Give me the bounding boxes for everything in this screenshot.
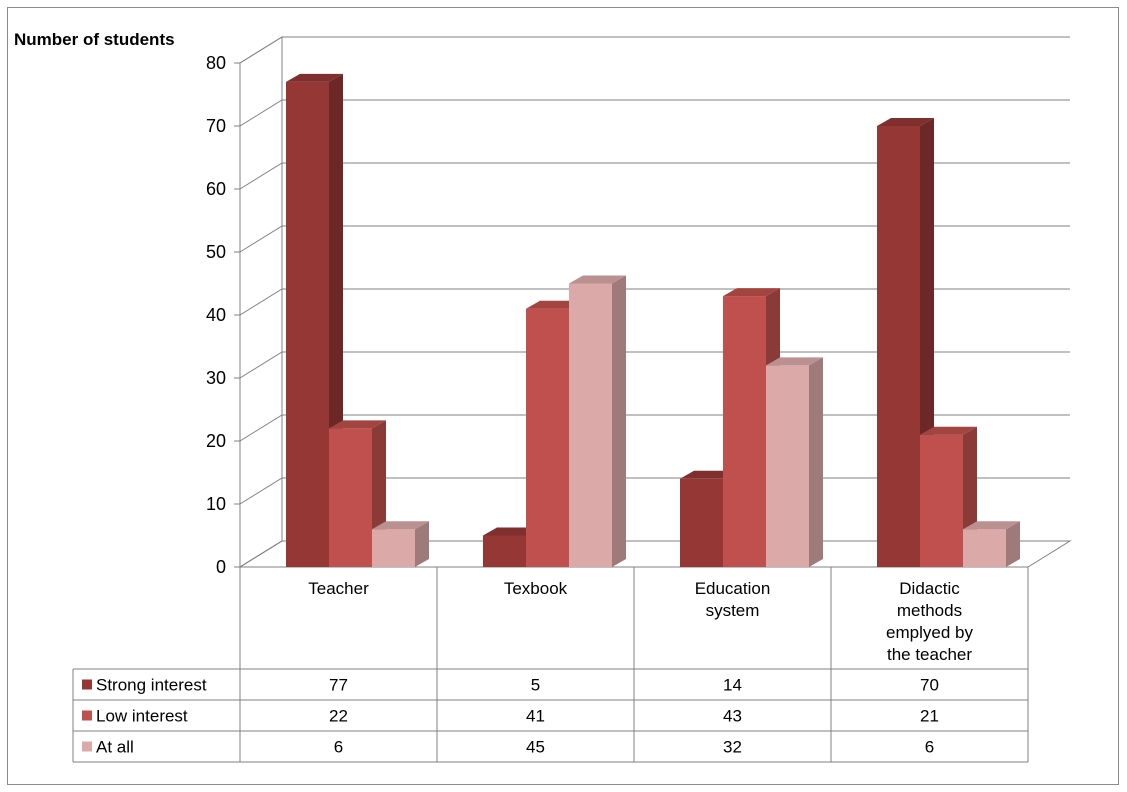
bar-at-all-education-system xyxy=(766,357,823,567)
category-label: the teacher xyxy=(887,645,972,664)
data-label-low-interest: 41 xyxy=(526,707,545,726)
bar-strong-interest-texbook-front xyxy=(483,535,526,567)
category-label: Education xyxy=(695,579,771,598)
y-tick-label: 40 xyxy=(206,305,226,325)
bar-at-all-education-system-top xyxy=(766,357,823,366)
legend-label-strong-interest: Strong interest xyxy=(96,676,207,695)
y-tick-label: 60 xyxy=(206,179,226,199)
y-tick-label: 10 xyxy=(206,494,226,514)
data-table: Teacher Texbook Education system Didactic met… xyxy=(72,567,1029,763)
bar-at-all-didactic-methods-emplyed-by-the-teacher-front xyxy=(963,529,1006,567)
bar-at-all-texbook-front xyxy=(569,283,612,567)
y-tick-label: 0 xyxy=(216,557,226,577)
gridline xyxy=(239,99,1070,127)
bar-strong-interest-didactic-methods-emplyed-by-the-teacher-front xyxy=(877,126,920,567)
data-label-strong-interest: 5 xyxy=(531,676,540,695)
y-axis: 0 10 20 30 40 50 60 70 80 xyxy=(206,53,241,577)
legend-key-low-interest xyxy=(82,710,92,721)
data-label-at-all: 32 xyxy=(723,738,742,757)
data-label-strong-interest: 70 xyxy=(920,676,939,695)
bar-low-interest-teacher-top xyxy=(329,420,386,429)
category-label: Teacher xyxy=(308,579,369,598)
legend-label-low-interest: Low interest xyxy=(96,707,188,726)
bar-low-interest-education-system-top xyxy=(723,288,780,297)
gridline xyxy=(239,351,1070,379)
y-tick-label: 30 xyxy=(206,368,226,388)
data-label-strong-interest: 14 xyxy=(723,676,742,695)
bar-at-all-didactic-methods-emplyed-by-the-teacher xyxy=(963,521,1020,567)
legend-key-strong-interest xyxy=(82,679,92,690)
data-label-at-all: 6 xyxy=(925,738,934,757)
category-label: methods xyxy=(897,601,962,620)
gridline xyxy=(239,162,1070,190)
bar-at-all-didactic-methods-emplyed-by-the-teacher-side xyxy=(1006,521,1020,567)
bar-at-all-education-system-front xyxy=(766,365,809,567)
gridline xyxy=(239,288,1070,316)
bar-low-interest-didactic-methods-emplyed-by-the-teacher-top xyxy=(920,426,977,435)
gridline xyxy=(239,225,1070,253)
bar-at-all-teacher-top xyxy=(372,521,429,530)
legend-key-at-all xyxy=(82,741,92,752)
data-label-low-interest: 43 xyxy=(723,707,742,726)
bar-at-all-didactic-methods-emplyed-by-the-teacher-top xyxy=(963,521,1020,530)
bar-low-interest-texbook-front xyxy=(526,308,569,567)
bar-strong-interest-didactic-methods-emplyed-by-the-teacher-top xyxy=(877,118,934,126)
chart-frame xyxy=(7,7,1119,785)
y-tick-label: 50 xyxy=(206,242,226,262)
bar-low-interest-didactic-methods-emplyed-by-the-teacher-front xyxy=(920,434,963,567)
bar-strong-interest-texbook-top xyxy=(483,527,540,536)
category-label: system xyxy=(706,601,760,620)
bar-at-all-texbook xyxy=(569,275,626,567)
bars xyxy=(286,73,1020,568)
bar-low-interest-texbook-top xyxy=(526,300,583,309)
bar-strong-interest-teacher-top xyxy=(286,73,343,82)
data-label-at-all: 6 xyxy=(334,738,343,757)
gridline xyxy=(239,36,1070,64)
legend-label-at-all: At all xyxy=(96,738,134,757)
y-axis-title: Number of students xyxy=(14,30,175,49)
data-label-low-interest: 22 xyxy=(329,707,348,726)
bar-at-all-education-system-side xyxy=(809,357,823,567)
bar-at-all-teacher xyxy=(372,521,429,567)
bar-low-interest-teacher-front xyxy=(329,428,372,567)
data-label-low-interest: 21 xyxy=(920,707,939,726)
data-label-strong-interest: 77 xyxy=(329,676,348,695)
bar-low-interest-education-system-front xyxy=(723,296,766,567)
data-label-at-all: 45 xyxy=(526,738,545,757)
y-tick-label: 80 xyxy=(206,53,226,73)
bar-strong-interest-teacher-front xyxy=(286,81,329,568)
bar-at-all-texbook-side xyxy=(612,275,626,567)
bar-at-all-texbook-top xyxy=(569,275,626,284)
bar-at-all-teacher-front xyxy=(372,529,415,567)
category-label: Didactic xyxy=(899,579,960,598)
bar-at-all-teacher-side xyxy=(415,521,429,567)
category-label: Texbook xyxy=(504,579,568,598)
bar-strong-interest-education-system-top xyxy=(680,470,737,479)
y-tick-label: 70 xyxy=(206,116,226,136)
bar-strong-interest-education-system-front xyxy=(680,478,723,567)
y-tick-label: 20 xyxy=(206,431,226,451)
category-label: emplyed by xyxy=(886,623,973,642)
